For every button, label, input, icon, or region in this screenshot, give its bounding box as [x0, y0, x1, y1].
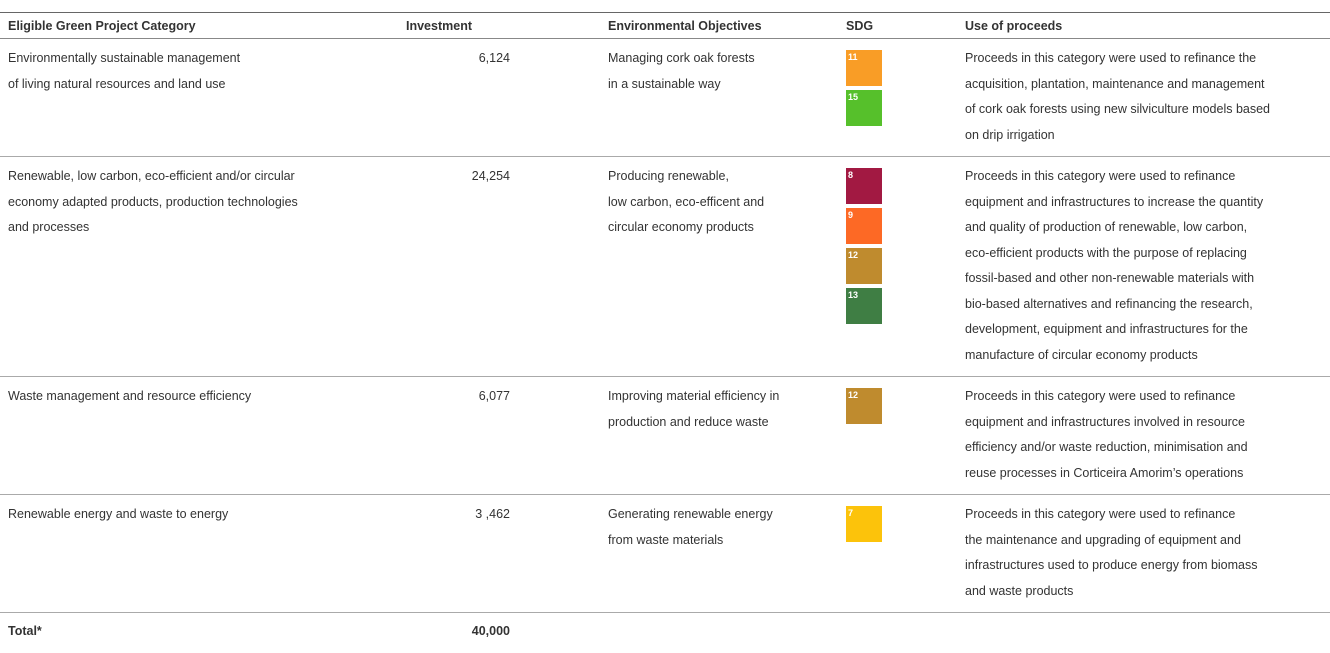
- text-line: equipment and infrastructures to increas…: [965, 194, 1264, 209]
- text-line: Proceeds in this category were used to r…: [965, 169, 1236, 183]
- header-cell: Eligible Green Project Category: [0, 12, 398, 39]
- text-line: in a sustainable way: [608, 76, 721, 91]
- text-line: of cork oak forests using new silvicultu…: [965, 102, 1271, 116]
- sdg-icon: 12: [846, 248, 882, 284]
- header-row: Eligible Green Project Category Investme…: [0, 12, 1330, 39]
- category-cell: Renewable, low carbon, eco-efficient and…: [0, 156, 398, 377]
- sdg-cell: 11 15: [838, 38, 957, 157]
- text-line: of living natural resources and land use: [8, 76, 226, 91]
- investment-cell: 3 ,462: [398, 494, 600, 613]
- investment-cell: 24,254: [398, 156, 600, 377]
- page: Eligible Green Project Category Investme…: [0, 12, 1330, 638]
- green-table: Eligible Green Project Category Investme…: [0, 12, 1330, 653]
- text-line: from waste materials: [608, 532, 724, 547]
- text-line: eco-efficient products with the purpose …: [965, 245, 1247, 260]
- objectives-cell: Improving material efficiency in producti…: [600, 376, 838, 495]
- total-value: 40,000: [398, 613, 600, 653]
- text-line: Waste management and resource efficiency: [8, 389, 252, 403]
- text-line: infrastructures used to produce energy f…: [965, 558, 1258, 572]
- investment-cell: 6,077: [398, 376, 600, 495]
- text-line: Proceeds in this category were used to r…: [965, 51, 1257, 65]
- total-row: Total* 40,000: [0, 613, 1330, 653]
- text-line: production and reduce waste: [608, 414, 769, 429]
- header-cell: SDG: [838, 12, 957, 39]
- header-cell: Use of proceeds: [957, 12, 1330, 39]
- proceeds-cell: Proceeds in this category were used to r…: [957, 156, 1330, 377]
- text-line: Renewable energy and waste to energy: [8, 507, 229, 521]
- objectives-cell: Generating renewable energy from waste ma…: [600, 494, 838, 613]
- text-line: circular economy products: [608, 220, 754, 234]
- proceeds-cell: Proceeds in this category were used to r…: [957, 376, 1330, 495]
- investment: 24,254: [471, 169, 510, 183]
- sdg-cell: 12: [838, 376, 957, 495]
- text-line: on drip irrigation: [965, 127, 1055, 142]
- sdg-cell: 8 9 12 13: [838, 156, 957, 377]
- objectives-cell: Managing cork oak forests in a sustainabl…: [600, 38, 838, 157]
- table-row: Environmentally sustainable management of…: [0, 38, 1330, 157]
- table-row: Renewable energy and waste to energy 3 ,4…: [0, 494, 1330, 613]
- empty: [838, 613, 957, 653]
- sdg-icon: 7: [846, 506, 882, 542]
- empty: [957, 613, 1330, 653]
- investment: 3 ,462: [475, 507, 510, 521]
- investment-cell: 6,124: [398, 38, 600, 157]
- text-line: the maintenance and upgrading of equipme…: [965, 532, 1241, 547]
- text-line: Environmentally sustainable management: [8, 51, 241, 65]
- text-line: Proceeds in this category were used to r…: [965, 507, 1236, 521]
- text-line: efficiency and/or waste reduction, minim…: [965, 440, 1248, 454]
- text-line: manufacture of circular economy products: [965, 347, 1198, 362]
- text-line: and processes: [8, 220, 90, 234]
- text-line: reuse processes in Corticeira Amorim’s o…: [965, 465, 1244, 480]
- sdg-icon: 15: [846, 90, 882, 126]
- table-body: Environmentally sustainable management of…: [0, 38, 1330, 653]
- text-line: Renewable, low carbon, eco-efficient and…: [8, 169, 295, 183]
- text-line: Managing cork oak forests: [608, 51, 755, 65]
- sdg-icon: 11: [846, 50, 882, 86]
- category-cell: Environmentally sustainable management of…: [0, 38, 398, 157]
- text-line: and quality of production of renewable, …: [965, 220, 1248, 234]
- text-line: acquisition, plantation, maintenance and…: [965, 76, 1265, 91]
- proceeds-cell: Proceeds in this category were used to r…: [957, 38, 1330, 157]
- total: 40,000: [471, 624, 510, 638]
- text-line: Generating renewable energy: [608, 507, 773, 521]
- text-line: and waste products: [965, 583, 1074, 598]
- investment: 6,077: [478, 389, 510, 403]
- sdg-cell: 7: [838, 494, 957, 613]
- text-line: fossil-based and other non-renewable mat…: [965, 271, 1255, 285]
- text-line: Improving material efficiency in: [608, 389, 780, 403]
- category-cell: Waste management and resource efficiency: [0, 376, 398, 495]
- sdg-icon: 9: [846, 208, 882, 244]
- text-line: bio-based alternatives and refinancing t…: [965, 296, 1253, 311]
- empty: [600, 613, 838, 653]
- header-cell: Environmental Objectives: [600, 12, 838, 39]
- table-row: Waste management and resource efficiency…: [0, 376, 1330, 495]
- proceeds-cell: Proceeds in this category were used to r…: [957, 494, 1330, 613]
- text-line: development, equipment and infrastructur…: [965, 322, 1248, 336]
- sdg-icon: 13: [846, 288, 882, 324]
- table-row: Renewable, low carbon, eco-efficient and…: [0, 156, 1330, 377]
- objectives-cell: Producing renewable, low carbon, eco-effi…: [600, 156, 838, 377]
- text-line: equipment and infrastructures involved i…: [965, 414, 1246, 429]
- sdg-icon: 8: [846, 168, 882, 204]
- text-line: Proceeds in this category were used to r…: [965, 389, 1236, 403]
- text-line: low carbon, eco-efficent and: [608, 194, 765, 209]
- investment: 6,124: [478, 51, 510, 65]
- text-line: economy adapted products, production tec…: [8, 194, 298, 209]
- category-cell: Renewable energy and waste to energy: [0, 494, 398, 613]
- text-line: Producing renewable,: [608, 169, 729, 183]
- sdg-icon: 12: [846, 388, 882, 424]
- header-cell: Investment: [398, 12, 600, 39]
- total-label: Total*: [8, 624, 42, 638]
